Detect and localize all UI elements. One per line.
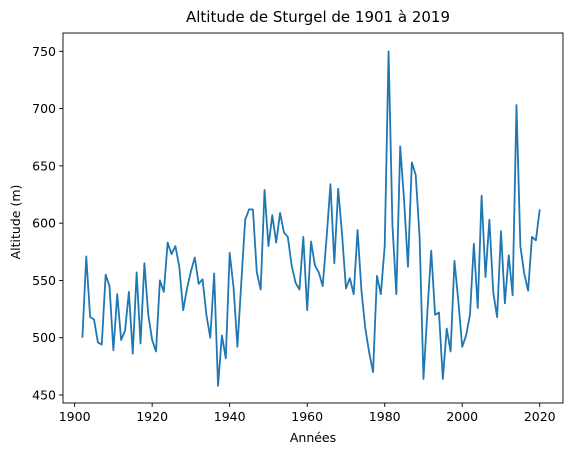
x-tick-label: 1960 bbox=[291, 409, 323, 424]
y-tick-label: 500 bbox=[32, 330, 56, 345]
y-tick-label: 750 bbox=[32, 44, 56, 59]
series-line bbox=[81, 50, 541, 387]
y-axis: 450 500 550 600 650 700 750 bbox=[32, 44, 63, 402]
x-tick-label: 2000 bbox=[446, 409, 478, 424]
x-tick-label: 1900 bbox=[59, 409, 91, 424]
chart-title: Altitude de Sturgel de 1901 à 2019 bbox=[186, 8, 450, 26]
x-axis-label: Années bbox=[290, 430, 336, 445]
y-axis-label: Altitude (m) bbox=[8, 185, 23, 260]
x-axis: 1900 1920 1940 1960 1980 2000 2020 bbox=[59, 403, 556, 424]
y-tick-label: 600 bbox=[32, 216, 56, 231]
plot-frame bbox=[62, 32, 564, 404]
x-tick-label: 1940 bbox=[214, 409, 246, 424]
y-tick-label: 700 bbox=[32, 101, 56, 116]
y-tick-label: 550 bbox=[32, 273, 56, 288]
y-tick-label: 450 bbox=[32, 387, 56, 402]
x-tick-label: 1920 bbox=[136, 409, 168, 424]
plot-area bbox=[62, 32, 564, 404]
x-tick-label: 2020 bbox=[524, 409, 556, 424]
x-tick-label: 1980 bbox=[369, 409, 401, 424]
y-tick-label: 650 bbox=[32, 158, 56, 173]
